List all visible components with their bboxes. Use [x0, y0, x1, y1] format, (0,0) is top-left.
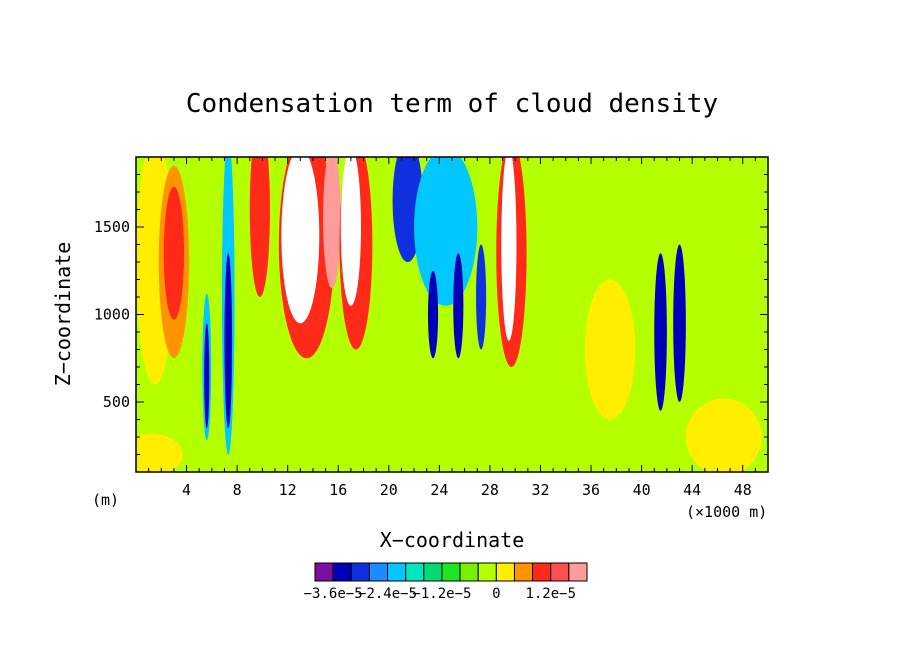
colorbar-swatch [459, 562, 479, 582]
x-tick-label: 16 [329, 481, 347, 499]
colorbar-swatch [314, 562, 334, 582]
colorbar-label: −2.4e−5 [358, 586, 417, 602]
colorbar-labels: −3.6e−5−2.4e−5−1.2e−5 0 1.2e−5 [304, 586, 576, 602]
colorbar-swatch [387, 562, 407, 582]
field-region-20 [501, 157, 517, 341]
y-tick-label: 1000 [94, 306, 130, 324]
field-region-17 [453, 253, 464, 359]
x-tick-label: 36 [582, 481, 600, 499]
field-region-18 [476, 244, 487, 350]
colorbar-swatch [495, 562, 515, 582]
heatmap-field [136, 157, 768, 472]
colorbar-label: 0 [492, 586, 500, 602]
x-tick-label: 24 [430, 481, 448, 499]
colorbar-label: 1.2e−5 [525, 586, 576, 602]
x-tick-label: 12 [279, 481, 297, 499]
colorbar-swatch [513, 562, 534, 582]
y-tick-label: 500 [103, 393, 130, 411]
x-tick-label: 28 [481, 481, 499, 499]
field-region-1 [136, 433, 183, 472]
x-tick-label: 44 [683, 481, 701, 499]
field-region-15 [414, 157, 478, 306]
colorbar-swatch [532, 562, 552, 582]
field-region-7 [224, 253, 233, 429]
x-unit-left: (m) [92, 491, 119, 509]
x-tick-label: 8 [233, 481, 242, 499]
field-region-5 [204, 323, 210, 429]
field-region-21 [654, 253, 667, 411]
field-region-13 [340, 157, 361, 306]
field-region-22 [673, 244, 686, 402]
x-tick-label: 4 [182, 481, 191, 499]
colorbar-label: −1.2e−5 [412, 586, 471, 602]
y-tick-label: 1500 [94, 218, 130, 236]
field-region-10 [281, 157, 320, 324]
field-region-16 [427, 270, 439, 359]
field-region-24 [584, 279, 636, 420]
field-region-23 [685, 398, 762, 472]
y-axis-label: Z−coordinate [51, 242, 75, 387]
colorbar-swatch [368, 562, 389, 582]
x-tick-label: 40 [633, 481, 651, 499]
colorbar-swatch [441, 562, 461, 582]
x-tick-label: 20 [380, 481, 398, 499]
x-axis-ticks: 4 8 12 16 20 24 28 32 36 40 44 48 [148, 157, 756, 499]
field-region-8 [249, 157, 270, 297]
colorbar-swatch [350, 562, 370, 582]
colorbar [314, 562, 588, 582]
colorbar-swatch [332, 562, 352, 582]
colorbar-swatch [423, 562, 443, 582]
colorbar-swatch [405, 562, 425, 582]
colorbar-label: −3.6e−5 [304, 586, 363, 602]
colorbar-swatch [477, 562, 497, 582]
heatmap-plot-area [135, 156, 769, 473]
x-unit-right: (×1000 m) [686, 503, 767, 521]
x-tick-label: 48 [734, 481, 752, 499]
y-axis-ticks: 500 1000 1500 [94, 174, 768, 455]
field-region-11 [323, 157, 341, 289]
x-axis-label: X−coordinate [380, 528, 525, 552]
field-region-3 [163, 186, 185, 320]
chart-title: Condensation term of cloud density [186, 89, 718, 119]
colorbar-swatch [568, 562, 588, 582]
colorbar-swatch [550, 562, 570, 582]
x-tick-label: 32 [531, 481, 549, 499]
